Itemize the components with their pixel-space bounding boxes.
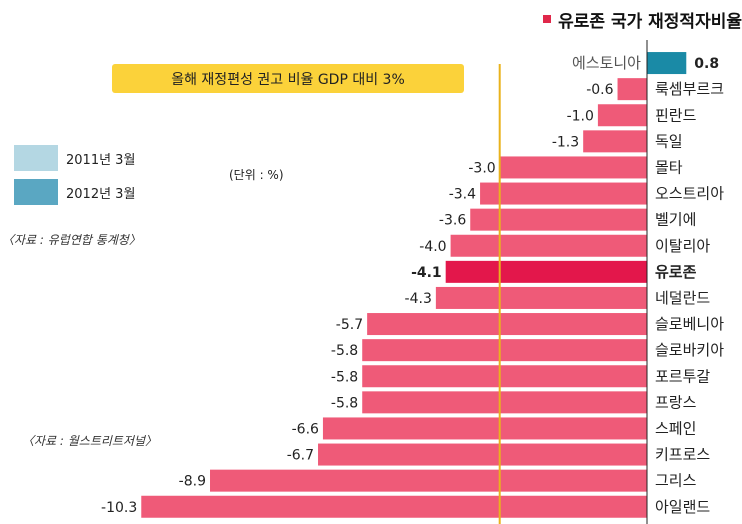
value-label: -10.3 <box>101 500 137 516</box>
value-label: 0.8 <box>694 56 719 72</box>
bar <box>647 52 687 75</box>
value-label: -5.8 <box>331 395 358 411</box>
title-square-icon <box>543 15 552 23</box>
source-wsj: 〈자료 : 월스트리트저널〉 <box>22 434 158 448</box>
bar <box>141 495 647 518</box>
legend-item-2012: 2012년 3월 <box>14 179 135 205</box>
value-label: -6.7 <box>287 448 314 464</box>
value-label: -5.8 <box>331 343 358 359</box>
bar <box>583 130 647 153</box>
value-label: -3.6 <box>439 213 466 229</box>
category-label: 몰타 <box>655 158 683 176</box>
bar <box>450 234 647 257</box>
bar <box>445 260 647 283</box>
bar <box>362 365 647 388</box>
category-label: 오스트리아 <box>655 185 724 203</box>
chart-title-block: 유로존 국가 재정적자비율 <box>543 4 742 34</box>
category-label: 유로존 <box>655 263 697 281</box>
category-label: 슬로바키아 <box>655 341 724 359</box>
category-label: 프랑스 <box>655 393 697 411</box>
bar <box>617 78 647 101</box>
category-label: 네덜란드 <box>655 289 710 307</box>
category-label: 벨기에 <box>655 211 696 229</box>
category-label: 핀란드 <box>655 106 697 124</box>
category-label: 슬로베니아 <box>655 315 724 333</box>
category-label: 그리스 <box>655 472 697 490</box>
bar <box>435 286 647 309</box>
source-eurostat: 〈자료 : 유럽연합 통계청〉 <box>2 233 141 247</box>
category-label: 아일랜드 <box>655 498 710 516</box>
value-label: -4.3 <box>405 291 432 307</box>
bar <box>362 391 647 414</box>
chart-title: 유로존 국가 재정적자비율 <box>558 11 742 32</box>
bar <box>318 443 647 466</box>
value-label: -3.4 <box>449 187 476 203</box>
category-label: 에스토니아 <box>572 54 641 72</box>
bar <box>362 339 647 362</box>
category-label: 키프로스 <box>655 446 710 464</box>
value-label: -1.0 <box>567 108 594 124</box>
unit-label: (단위 : %) <box>229 168 284 182</box>
legend-label-2011: 2011년 3월 <box>66 152 136 168</box>
legend-swatch-2011 <box>14 145 58 171</box>
bar <box>210 469 647 492</box>
legend-label-2012: 2012년 3월 <box>66 186 136 202</box>
value-label: -6.6 <box>292 421 319 437</box>
category-label: 이탈리아 <box>655 237 710 255</box>
value-label: -5.8 <box>331 369 358 385</box>
legend-item-2011: 2011년 3월 <box>14 145 135 171</box>
value-label: -0.6 <box>586 82 613 98</box>
value-label: -8.9 <box>179 474 206 490</box>
category-label: 룩셈부르크 <box>655 80 724 98</box>
category-label: 포르투갈 <box>655 367 710 385</box>
bar <box>322 417 647 440</box>
value-label: -4.1 <box>411 265 442 281</box>
value-label: -4.0 <box>419 239 446 255</box>
legend-swatch-2012 <box>14 179 58 205</box>
value-label: -5.7 <box>336 317 363 333</box>
value-label: -1.3 <box>552 134 579 150</box>
category-label: 스페인 <box>655 419 696 437</box>
bar <box>499 156 647 179</box>
bar <box>470 208 647 231</box>
category-label: 독일 <box>655 132 683 150</box>
bar <box>480 182 647 205</box>
bar <box>597 104 647 127</box>
value-label: -3.0 <box>468 160 495 176</box>
threshold-banner: 올해 재정편성 권고 비율 GDP 대비 3% <box>112 64 464 93</box>
bar <box>367 313 647 336</box>
